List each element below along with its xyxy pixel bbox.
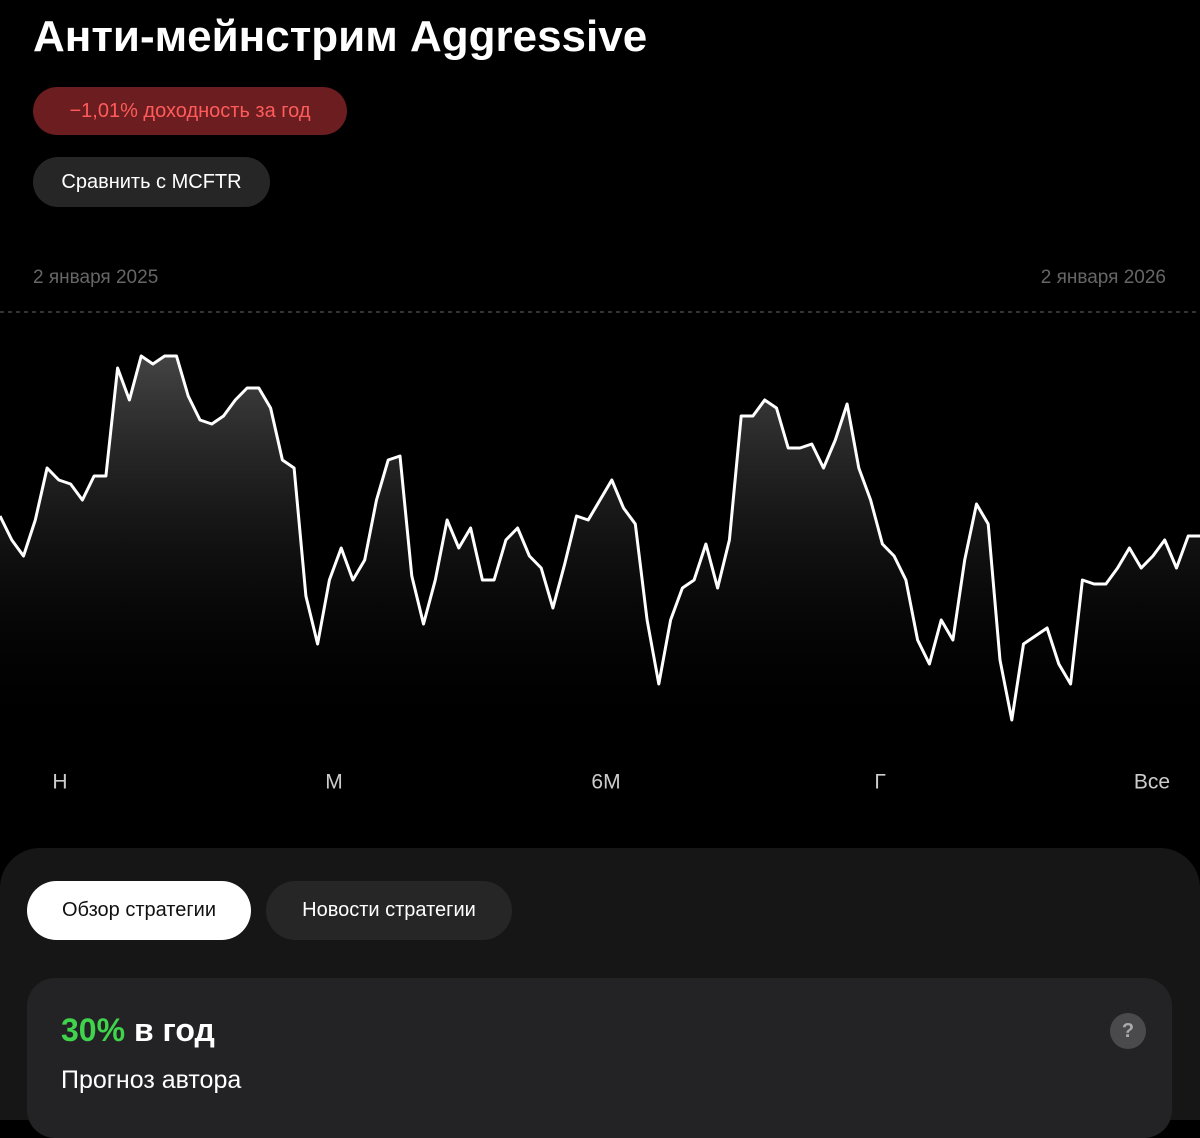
period-option[interactable]: Н — [52, 771, 67, 794]
help-icon[interactable]: ? — [1110, 1013, 1146, 1049]
forecast-caption: Прогноз автора — [61, 1066, 242, 1094]
tab[interactable]: Новости стратегии — [266, 881, 512, 940]
chart: 2 января 2025 2 января 2026 Н М 6М Г Все — [0, 267, 1200, 794]
period-option[interactable]: Г — [874, 771, 885, 794]
forecast-unit: в год — [133, 1012, 215, 1048]
tab-active[interactable]: Обзор стратегии — [27, 881, 251, 940]
forecast-card — [27, 978, 1172, 1138]
line-area — [0, 356, 1200, 740]
period-option[interactable]: М — [325, 771, 343, 794]
forecast-headline: 30% в год — [61, 1012, 215, 1049]
return-badge: −1,01% доходность за год — [33, 87, 347, 135]
period-option[interactable]: Все — [1134, 771, 1170, 794]
period-option[interactable]: 6М — [591, 771, 620, 794]
title: Анти-мейнстрим Aggressive — [33, 12, 648, 61]
end-date: 2 января 2026 — [1041, 267, 1166, 288]
start-date: 2 января 2025 — [33, 267, 158, 288]
line — [0, 354, 1200, 722]
forecast-value: 30% — [61, 1012, 126, 1048]
compare-button[interactable]: Сравнить с MCFTR — [33, 157, 270, 207]
